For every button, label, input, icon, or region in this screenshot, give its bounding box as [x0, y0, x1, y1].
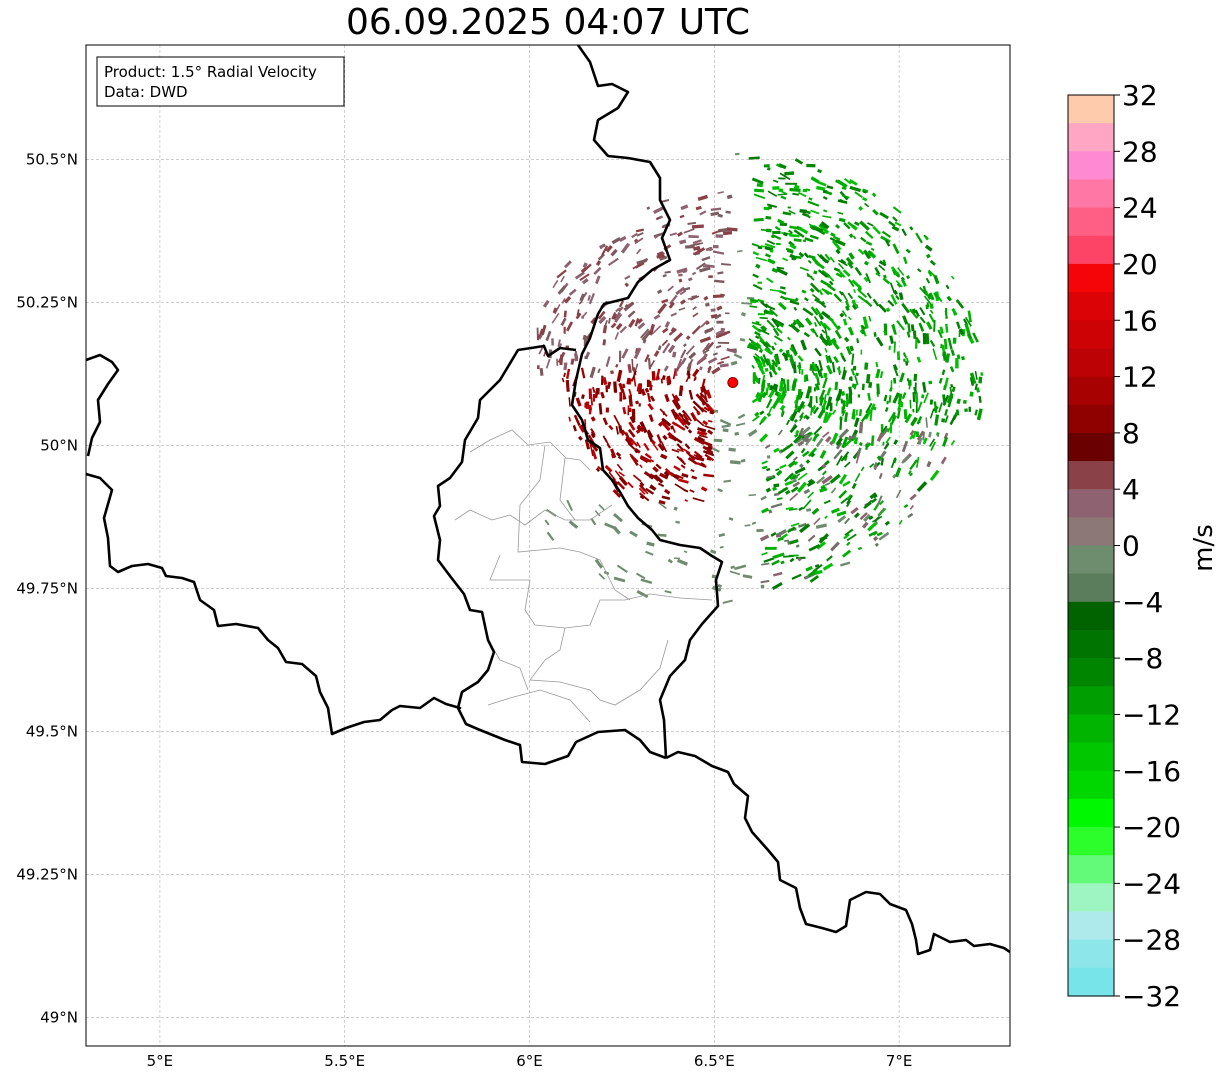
colorbar-segment: [1068, 686, 1114, 716]
colorbar-segment: [1068, 827, 1114, 856]
colorbar-tick-label: 12: [1122, 361, 1158, 394]
colorbar-segment: [1068, 798, 1114, 828]
colorbar-segment: [1068, 629, 1114, 659]
colorbar-segment: [1068, 151, 1114, 181]
colorbar-tick-label: −20: [1122, 811, 1181, 844]
colorbar-tick-label: 16: [1122, 304, 1158, 337]
colorbar-tick-label: −4: [1122, 586, 1163, 619]
lat-tick-label: 49.75°N: [16, 579, 78, 597]
colorbar-tick-label: 28: [1122, 135, 1158, 168]
colorbar-segment: [1068, 207, 1114, 237]
latitude-ticks: 50.5°N 50.25°N 50°N 49.75°N 49.5°N 49.25°N 49°…: [16, 150, 78, 1026]
colorbar-segment: [1068, 770, 1114, 800]
radar-site-marker[interactable]: [727, 376, 739, 388]
colorbar-tick-label: −16: [1122, 755, 1181, 788]
colorbar-segment: [1068, 883, 1114, 913]
colorbar-segment: [1068, 320, 1114, 350]
colorbar-tick-label: −28: [1122, 924, 1181, 957]
colorbar-segment: [1068, 348, 1114, 378]
colorbar-segment: [1068, 939, 1114, 969]
lat-tick-label: 50.5°N: [26, 150, 78, 168]
colorbar-segment: [1068, 489, 1114, 518]
colorbar-tick-label: −24: [1122, 867, 1181, 900]
longitude-ticks: 5°E 5.5°E 6°E 6.5°E 7°E: [147, 1052, 913, 1070]
colorbar-segment: [1068, 123, 1114, 152]
colorbar-tick-label: −12: [1122, 698, 1181, 731]
colorbar-segment: [1068, 545, 1114, 575]
colorbar: [1068, 95, 1114, 997]
colorbar-segment: [1068, 376, 1114, 406]
colorbar-segment: [1068, 179, 1114, 209]
lat-tick-label: 49.25°N: [16, 865, 78, 883]
district-boundaries: [454, 429, 713, 723]
colorbar-tick-label: 8: [1122, 417, 1140, 450]
info-source: Data: DWD: [104, 83, 188, 101]
colorbar-segment: [1068, 714, 1114, 744]
national-borders: [86, 45, 1010, 956]
lat-tick-label: 50.25°N: [16, 293, 78, 311]
colorbar-tick-label: 0: [1122, 530, 1140, 563]
colorbar-segment: [1068, 911, 1114, 941]
colorbar-segment: [1068, 855, 1114, 884]
map-frame: [85, 44, 1011, 1047]
lat-tick-label: 50°N: [40, 436, 78, 454]
map-area[interactable]: [86, 45, 1010, 1046]
colorbar-segment: [1068, 967, 1114, 997]
lat-tick-label: 49.5°N: [26, 722, 78, 740]
colorbar-tick-label: 24: [1122, 192, 1158, 225]
lon-tick-label: 5°E: [147, 1052, 174, 1070]
colorbar-segment: [1068, 742, 1114, 772]
lon-tick-label: 6.5°E: [694, 1052, 735, 1070]
colorbar-segment: [1068, 95, 1114, 124]
colorbar-label: m/s: [1189, 524, 1219, 572]
map-title: 06.09.2025 04:07 UTC: [345, 2, 751, 43]
colorbar-tick-label: 32: [1122, 79, 1158, 112]
colorbar-tick-label: −32: [1122, 980, 1181, 1013]
colorbar-ticks: 32 28 24 20 16 12 8 4 0 −4 −8 −12 −16 −20 −24 −28 −32: [1114, 79, 1181, 1013]
colorbar-segment: [1068, 432, 1114, 462]
colorbar-segment: [1068, 658, 1114, 687]
colorbar-tick-label: 20: [1122, 248, 1158, 281]
colorbar-segment: [1068, 235, 1114, 265]
colorbar-segment: [1068, 263, 1114, 293]
colorbar-segment: [1068, 573, 1114, 603]
colorbar-tick-label: 4: [1122, 473, 1140, 506]
colorbar-segment: [1068, 517, 1114, 547]
lat-tick-label: 49°N: [40, 1008, 78, 1026]
gridlines: [86, 45, 1010, 1046]
lon-tick-label: 7°E: [886, 1052, 913, 1070]
colorbar-segment: [1068, 461, 1114, 490]
info-product: Product: 1.5° Radial Velocity: [104, 63, 317, 81]
colorbar-tick-label: −8: [1122, 642, 1163, 675]
lon-tick-label: 5.5°E: [324, 1052, 365, 1070]
info-box: Product: 1.5° Radial Velocity Data: DWD: [96, 56, 345, 107]
lon-tick-label: 6°E: [516, 1052, 543, 1070]
colorbar-segment: [1068, 601, 1114, 631]
colorbar-segment: [1068, 404, 1114, 434]
colorbar-segment: [1068, 292, 1114, 321]
radar-echoes: [536, 152, 984, 604]
